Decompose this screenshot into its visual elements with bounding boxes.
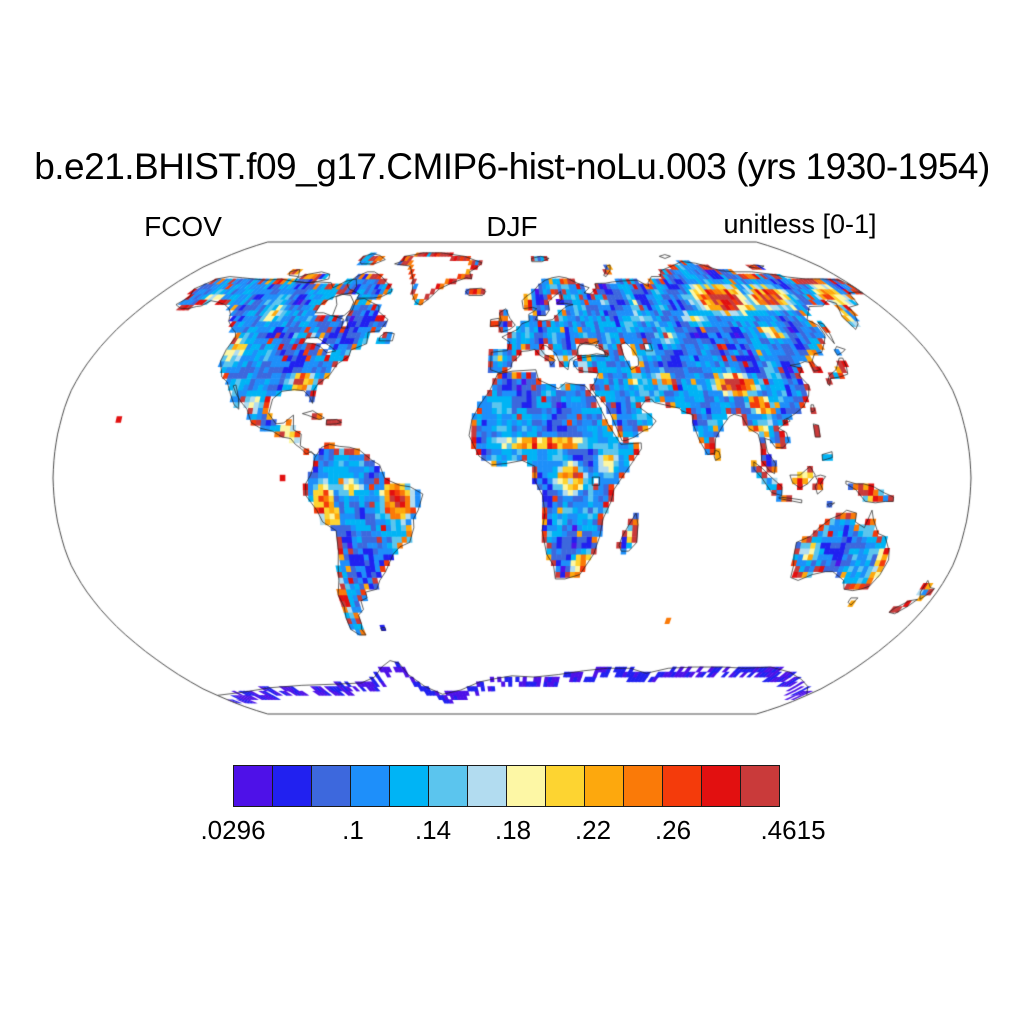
colorbar-segment xyxy=(701,765,741,807)
colorbar: .0296 .1 .14 .18 .22 .26 .4615 xyxy=(200,765,826,845)
colorbar-segment xyxy=(233,765,273,807)
colorbar-segment xyxy=(389,765,429,807)
colorbar-tick-label: .14 xyxy=(414,815,452,845)
variable-label: FCOV xyxy=(144,211,222,242)
units-label: unitless [0-1] xyxy=(723,209,877,239)
page-title: b.e21.BHIST.f09_g17.CMIP6-hist-noLu.003 … xyxy=(34,146,990,187)
colorbar-segment xyxy=(311,765,351,807)
colorbar-tick-label: .0296 xyxy=(200,815,266,845)
colorbar-segment xyxy=(428,765,468,807)
colorbar-tick-label: .1 xyxy=(342,815,364,845)
colorbar-segment xyxy=(506,765,546,807)
colorbar-tick-label: .18 xyxy=(494,815,532,845)
colorbar-segment xyxy=(662,765,702,807)
colorbar-tick-label: .26 xyxy=(654,815,692,845)
colorbar-tick-label: .4615 xyxy=(760,815,826,845)
season-label: DJF xyxy=(486,211,538,242)
colorbar-segment xyxy=(623,765,663,807)
colorbar-segment xyxy=(350,765,390,807)
colorbar-segment xyxy=(545,765,585,807)
colorbar-segment xyxy=(740,765,780,807)
colorbar-segment xyxy=(272,765,312,807)
colorbar-segment xyxy=(467,765,507,807)
colorbar-tick-label: .22 xyxy=(574,815,612,845)
colorbar-segment xyxy=(584,765,624,807)
